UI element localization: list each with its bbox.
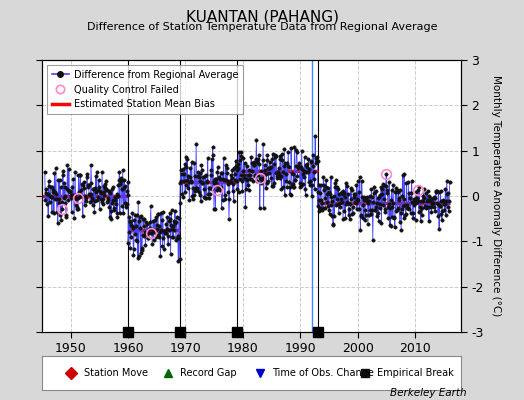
Text: KUANTAN (PAHANG): KUANTAN (PAHANG) xyxy=(185,10,339,25)
Text: Record Gap: Record Gap xyxy=(180,368,237,378)
Text: Berkeley Earth: Berkeley Earth xyxy=(390,388,466,398)
Y-axis label: Monthly Temperature Anomaly Difference (°C): Monthly Temperature Anomaly Difference (… xyxy=(490,75,500,317)
Text: Difference of Station Temperature Data from Regional Average: Difference of Station Temperature Data f… xyxy=(87,22,437,32)
Text: Empirical Break: Empirical Break xyxy=(377,368,454,378)
Legend: Difference from Regional Average, Quality Control Failed, Estimated Station Mean: Difference from Regional Average, Qualit… xyxy=(47,65,243,114)
Text: Station Move: Station Move xyxy=(84,368,148,378)
Text: Time of Obs. Change: Time of Obs. Change xyxy=(272,368,374,378)
